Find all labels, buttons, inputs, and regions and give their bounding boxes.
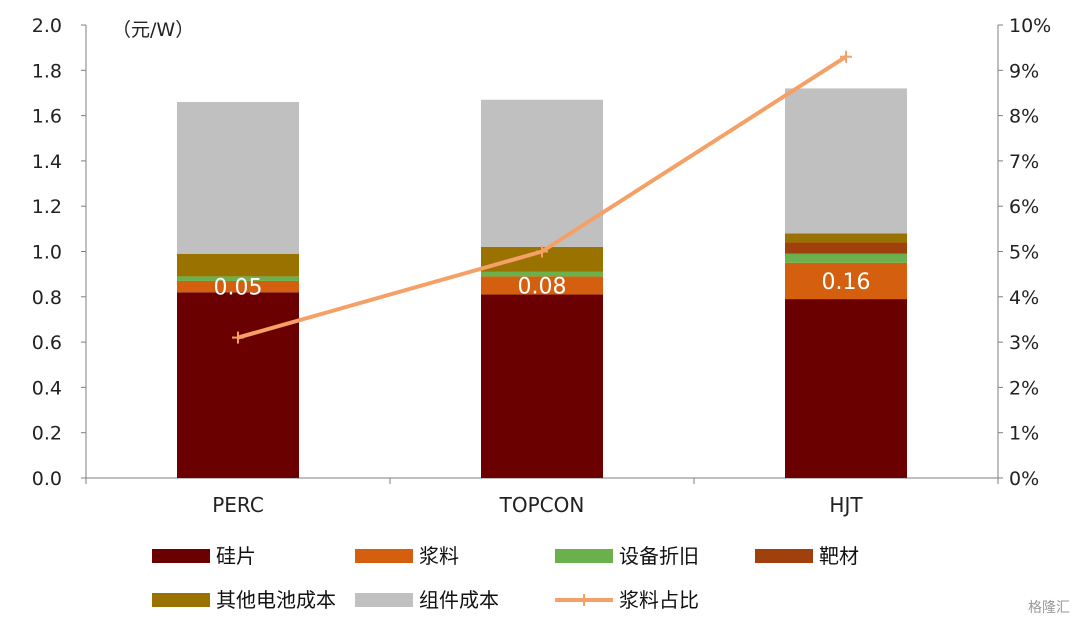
y2-tick-label: 0% xyxy=(1009,468,1039,490)
bar-segment xyxy=(481,276,603,295)
bars-layer xyxy=(177,88,907,478)
y2-tick-label: 8% xyxy=(1009,106,1039,128)
y2-tick-label: 7% xyxy=(1009,151,1039,173)
legend-swatch xyxy=(755,549,813,563)
y2-tick-label: 6% xyxy=(1009,196,1039,218)
legend-swatch xyxy=(152,549,210,563)
bar-segment xyxy=(177,280,299,293)
y-tick-label: 0.0 xyxy=(32,468,62,490)
legend-label: 硅片 xyxy=(216,544,256,568)
bar-segment xyxy=(785,233,907,243)
line-layer xyxy=(232,50,852,344)
y-tick-label: 0.4 xyxy=(32,377,62,399)
y2-tick-label: 10% xyxy=(1009,15,1051,37)
labels-layer: 0.05 0.08 0.16 xyxy=(214,270,871,301)
legend-label: 设备折旧 xyxy=(619,544,699,568)
data-label: 0.05 xyxy=(214,276,263,301)
x-category-label: HJT xyxy=(829,493,863,517)
data-label: 0.16 xyxy=(822,270,871,295)
bar-segment xyxy=(177,292,299,478)
legend-swatch xyxy=(555,549,613,563)
y-tick-label: 0.6 xyxy=(32,332,62,354)
y-tick-label: 1.8 xyxy=(32,60,62,82)
bar-segment xyxy=(785,299,907,478)
y-tick-label: 1.0 xyxy=(32,242,62,264)
bar-segment xyxy=(177,253,299,277)
y2-tick-label: 9% xyxy=(1009,60,1039,82)
x-category-label: PERC xyxy=(212,493,264,517)
bar-segment xyxy=(177,102,299,254)
y-tick-label: 0.2 xyxy=(32,423,62,445)
watermark: 格隆汇 xyxy=(1028,600,1070,616)
y-tick-label: 0.8 xyxy=(32,287,62,309)
x-category-label: TOPCON xyxy=(499,493,585,517)
y-tick-label: 1.6 xyxy=(32,106,62,128)
legend-label: 组件成本 xyxy=(419,588,499,612)
bar-segment xyxy=(785,88,907,234)
y2-tick-label: 1% xyxy=(1009,423,1039,445)
bar-segment xyxy=(481,294,603,478)
y-tick-label: 1.4 xyxy=(32,151,62,173)
legend-label: 靶材 xyxy=(819,544,859,568)
y2-tick-label: 3% xyxy=(1009,332,1039,354)
y-tick-label: 1.2 xyxy=(32,196,62,218)
y2-tick-label: 2% xyxy=(1009,377,1039,399)
legend-label: 浆料 xyxy=(419,544,459,568)
y2-tick-label: 4% xyxy=(1009,287,1039,309)
bar-segment xyxy=(785,262,907,300)
axes-layer: 0.0 0.2 0.4 0.6 0.8 1.0 1.2 1.4 1.6 1.8 2.0 0% 1% 2% 3… xyxy=(32,15,1051,517)
bar-segment xyxy=(177,276,299,281)
y-tick-label: 2.0 xyxy=(32,15,62,37)
y-axis-unit-label: （元/W） xyxy=(112,19,194,41)
legend-swatch xyxy=(355,549,413,563)
bar-segment xyxy=(785,253,907,263)
legend-swatch xyxy=(355,593,413,607)
bar-segment xyxy=(785,242,907,254)
data-label: 0.08 xyxy=(518,274,567,299)
bar-segment xyxy=(481,271,603,277)
legend-swatch xyxy=(152,593,210,607)
legend-label: 浆料占比 xyxy=(619,588,699,612)
legend-label: 其他电池成本 xyxy=(216,588,336,612)
bar-segment xyxy=(481,99,603,247)
y2-tick-label: 5% xyxy=(1009,242,1039,264)
